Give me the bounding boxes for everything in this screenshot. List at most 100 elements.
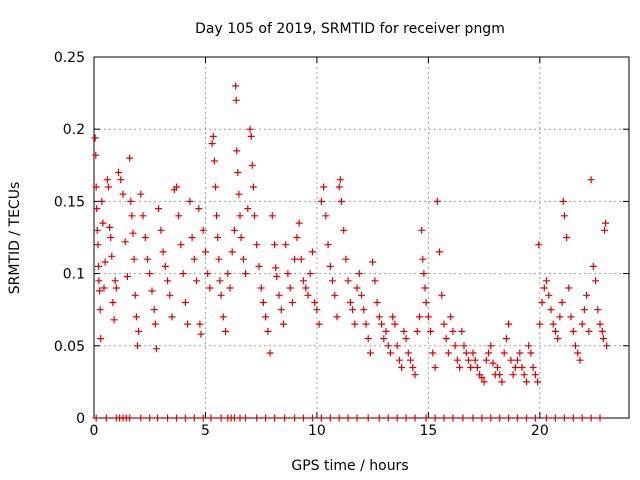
data-point: [295, 219, 303, 227]
data-point: [249, 183, 257, 191]
data-point: [529, 364, 537, 371]
data-point: [207, 414, 215, 422]
data-point: [473, 364, 481, 371]
data-point: [326, 414, 334, 422]
data-point: [173, 414, 180, 422]
data-point: [212, 183, 219, 191]
data-point: [329, 277, 336, 285]
data-point: [509, 371, 517, 379]
data-point: [369, 258, 377, 266]
data-point: [353, 414, 361, 422]
x-tick-label: 20: [531, 423, 549, 439]
data-point: [96, 306, 104, 314]
data-point: [451, 342, 459, 350]
data-point: [569, 414, 577, 422]
data-point: [505, 414, 513, 422]
data-point: [173, 183, 180, 191]
data-point: [99, 219, 107, 227]
data-point: [487, 414, 495, 422]
data-point: [161, 262, 169, 270]
data-point: [560, 212, 568, 220]
data-point: [320, 183, 328, 191]
data-point: [123, 273, 131, 280]
data-point: [572, 342, 579, 350]
y-tick-label: 0.2: [63, 122, 85, 138]
data-point: [96, 287, 104, 295]
data-point: [465, 356, 472, 364]
data-point: [111, 277, 119, 285]
data-point: [271, 241, 279, 249]
data-point: [144, 255, 151, 263]
data-point: [531, 414, 539, 422]
data-point: [335, 414, 343, 422]
data-point: [594, 306, 602, 314]
data-point: [121, 238, 129, 246]
data-point: [587, 414, 595, 422]
data-point: [230, 226, 238, 234]
data-point: [106, 223, 114, 231]
data-point: [92, 414, 100, 422]
data-point: [228, 248, 236, 256]
data-point: [146, 414, 154, 422]
axis-ticks: 0 5 10 15 20 0 0.05 0.1 0.15 0.2 0.25: [54, 50, 629, 439]
data-point: [538, 299, 546, 306]
data-point: [420, 270, 428, 278]
data-point: [487, 342, 495, 350]
data-point: [431, 414, 439, 422]
data-point: [523, 414, 530, 422]
data-point: [458, 327, 466, 335]
data-point: [449, 414, 457, 422]
data-point: [547, 306, 555, 314]
data-point: [478, 374, 486, 382]
data-point: [578, 320, 586, 328]
data-point: [402, 335, 410, 343]
data-point: [400, 327, 408, 335]
data-point: [393, 342, 401, 350]
y-tick-label: 0.25: [54, 50, 85, 66]
data-point: [375, 414, 383, 422]
data-point: [505, 320, 513, 328]
data-point: [286, 284, 294, 292]
grid-lines: [94, 57, 629, 418]
data-point: [196, 320, 204, 328]
data-point: [351, 320, 359, 328]
data-point: [132, 313, 140, 321]
data-point: [554, 335, 562, 343]
data-point: [413, 327, 421, 335]
data-point: [523, 378, 530, 386]
data-point: [558, 299, 566, 306]
data-point: [569, 327, 577, 335]
chart-title: Day 105 of 2019, SRMTID for receiver png…: [195, 21, 505, 37]
data-point: [355, 270, 363, 278]
data-point: [115, 169, 122, 176]
data-point: [360, 306, 368, 314]
data-point: [253, 241, 261, 249]
data-point: [520, 371, 528, 379]
data-point: [159, 248, 167, 256]
data-point: [253, 414, 261, 422]
data-point: [596, 414, 604, 422]
data-point: [313, 306, 321, 314]
data-point: [248, 161, 256, 169]
data-point: [422, 414, 430, 422]
data-point: [482, 356, 490, 364]
y-tick-label: 0: [76, 411, 85, 427]
data-point: [407, 356, 414, 364]
data-point: [543, 277, 550, 285]
y-axis-label: SRMTID / TECUs: [7, 182, 23, 295]
data-point: [131, 291, 139, 299]
data-point: [91, 134, 99, 142]
data-point: [154, 414, 161, 422]
data-point: [460, 342, 468, 350]
data-point: [244, 205, 252, 213]
data-point: [127, 197, 135, 205]
data-point: [297, 255, 305, 263]
data-point: [108, 252, 116, 260]
data-point: [440, 320, 448, 328]
data-point: [151, 320, 159, 328]
data-point: [135, 327, 143, 335]
data-point: [126, 414, 134, 422]
data-point: [129, 229, 137, 237]
data-point: [551, 327, 559, 335]
data-point: [447, 313, 455, 321]
